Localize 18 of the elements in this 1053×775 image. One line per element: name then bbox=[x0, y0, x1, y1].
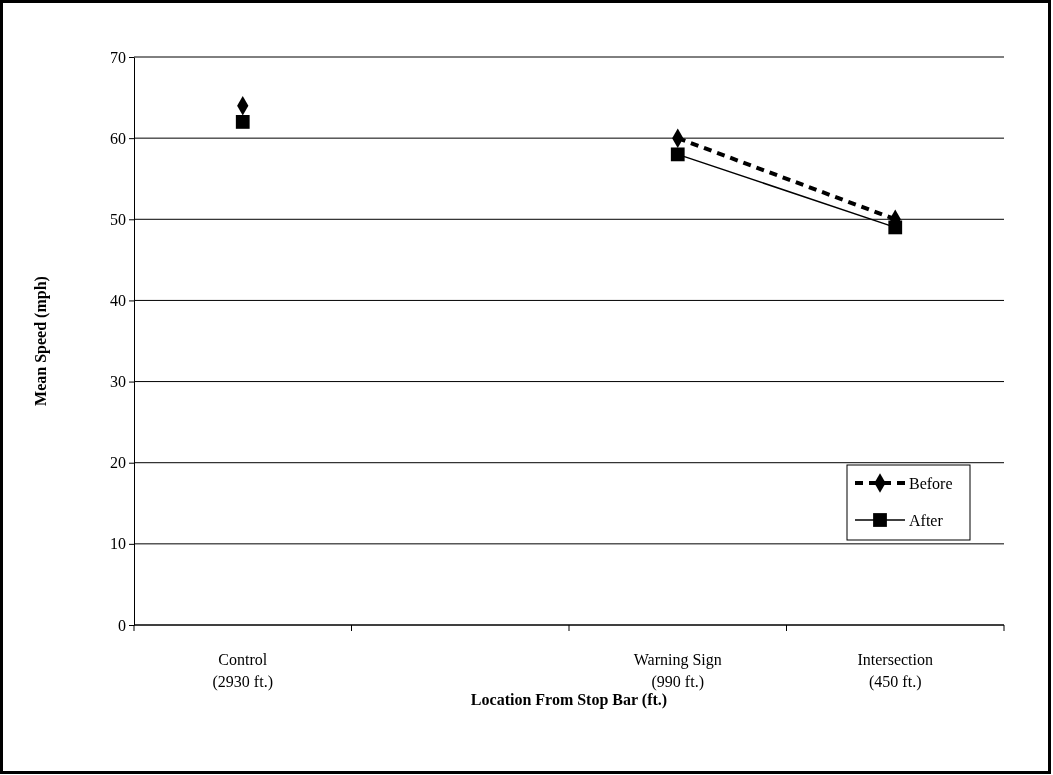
y-tick-label: 20 bbox=[110, 454, 126, 472]
legend-label: Before bbox=[909, 475, 953, 492]
legend-label: After bbox=[909, 512, 944, 529]
point bbox=[888, 220, 903, 235]
y-tick-label: 40 bbox=[110, 292, 126, 310]
point bbox=[670, 147, 685, 162]
y-tick-label: 30 bbox=[110, 373, 126, 391]
y-tick-label: 60 bbox=[110, 129, 126, 147]
y-tick-label: 70 bbox=[110, 48, 126, 66]
x-tick-label: Control (2930 ft.) bbox=[212, 651, 273, 691]
point bbox=[235, 115, 250, 129]
y-tick-label: 0 bbox=[118, 616, 126, 634]
y-tick-label: 10 bbox=[110, 535, 126, 553]
y-axis-title: Mean Speed (mph) bbox=[32, 276, 50, 406]
x-tick-label: Intersection (450 ft.) bbox=[857, 651, 934, 691]
x-tick-label: Warning Sign (990 ft.) bbox=[633, 651, 722, 691]
y-tick-label: 50 bbox=[110, 210, 126, 228]
x-axis-title: Location From Stop Bar (ft.) bbox=[470, 691, 668, 709]
